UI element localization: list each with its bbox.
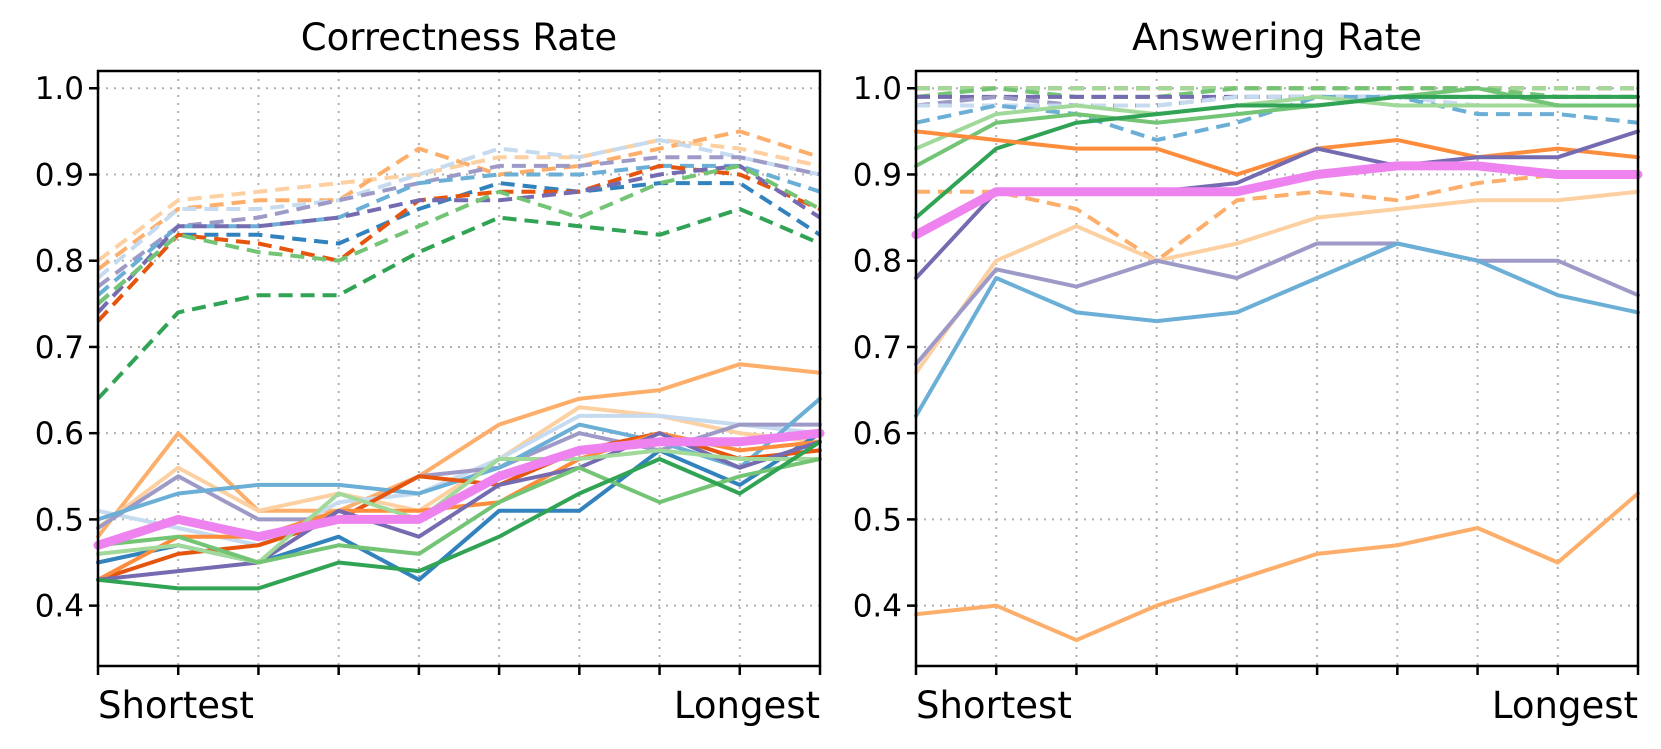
answering-y-tick-label: 0.5	[853, 502, 902, 538]
correctness-series-8-dashed-line	[96, 163, 821, 306]
correctness-series-18-solid-line	[96, 431, 822, 582]
correctness-series-0-dashed-line	[96, 138, 821, 263]
answering-series-7-dashed-line	[916, 172, 1638, 263]
correctness-y-tick-label: 1.0	[35, 71, 84, 107]
answering-series-11-solid-line	[914, 129, 1640, 177]
correctness-y-tick-label: 0.9	[35, 157, 84, 193]
answering-rate-panel: Answering Rate 0.4 0.5 0.6 0.7 0.8 0.9 1.0 Sho…	[853, 16, 1643, 727]
answering-series-8-solid-line	[914, 94, 1640, 151]
answering-series-16-solid-line	[914, 491, 1640, 643]
answering-series-10-solid-line	[914, 94, 1640, 220]
correctness-axes-frame	[96, 69, 822, 668]
answering-axes-frame	[914, 69, 1640, 668]
correctness-series-1-dashed-line	[96, 129, 821, 271]
answering-rate-title: Answering Rate	[1132, 16, 1422, 59]
answering-series-13-solid-line	[914, 189, 1640, 375]
correctness-x-end-label: Longest	[674, 684, 820, 727]
correctness-series-19-solid-line	[96, 448, 822, 565]
answering-series-17-solid-line	[911, 161, 1643, 240]
answering-x-end-label: Longest	[1492, 684, 1638, 727]
correctness-series-3-dashed-line	[96, 155, 821, 289]
correctness-series-9-dashed-line	[96, 207, 821, 401]
correctness-series-2-dashed-line	[96, 138, 821, 280]
answering-series	[911, 86, 1643, 643]
correctness-rate-title: Correctness Rate	[301, 16, 617, 59]
answering-axes: 0.4 0.5 0.6 0.7 0.8 0.9 1.0	[853, 69, 1640, 675]
correctness-rate-panel: Correctness Rate 0.4 0.5 0.6 0.7 0.8 0.9 1.0 S…	[35, 16, 825, 727]
answering-y-tick-label: 0.7	[853, 330, 902, 366]
correctness-series-10-solid-line	[96, 362, 822, 539]
correctness-series-6-dashed-line	[96, 163, 821, 323]
correctness-series-22-solid-line	[93, 428, 825, 550]
answering-y-tick-label: 0.9	[853, 157, 902, 193]
correctness-series-20-solid-line	[96, 457, 822, 565]
correctness-series-21-solid-line	[96, 439, 822, 591]
answering-x-start-label: Shortest	[916, 684, 1072, 727]
correctness-grid	[98, 71, 820, 666]
answering-y-tick-label: 0.8	[853, 244, 902, 280]
correctness-x-start-label: Shortest	[98, 684, 254, 727]
correctness-axes: 0.4 0.5 0.6 0.7 0.8 0.9 1.0	[35, 69, 822, 675]
answering-series-14-solid-line	[914, 241, 1640, 367]
answering-series-2-dashed-line	[915, 86, 1638, 99]
answering-y-tick-label: 0.6	[853, 416, 902, 452]
correctness-y-tick-label: 0.4	[35, 589, 84, 625]
correctness-y-tick-label: 0.5	[35, 502, 84, 538]
correctness-y-tick-label: 0.8	[35, 244, 84, 280]
correctness-series	[93, 129, 825, 591]
correctness-y-tick-label: 0.6	[35, 416, 84, 452]
answering-series-15-solid-line	[914, 241, 1640, 418]
answering-y-tick-label: 1.0	[853, 71, 902, 107]
answering-y-tick-label: 0.4	[853, 589, 902, 625]
correctness-series-4-dashed-line	[96, 163, 821, 297]
correctness-series-7-dashed-line	[96, 163, 822, 314]
correctness-y-tick-label: 0.7	[35, 330, 84, 366]
